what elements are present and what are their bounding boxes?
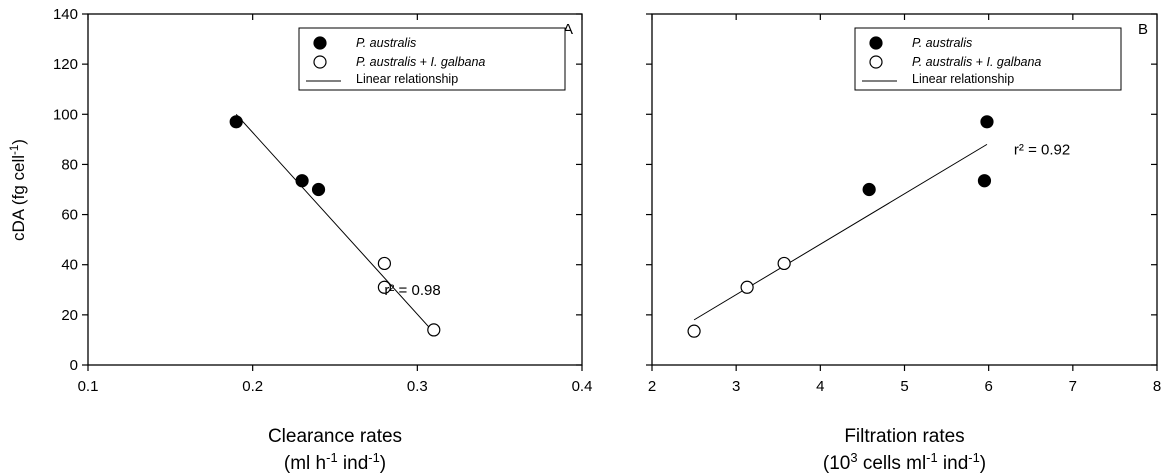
superscript: -1 (9, 145, 21, 155)
plot-frame (87, 13, 583, 366)
data-point-filled (295, 174, 309, 188)
data-point-open (377, 280, 391, 294)
superscript: -1 (926, 450, 937, 465)
legend-label-part: I. galbana (986, 55, 1041, 69)
label-part: cDA (fg cell (9, 155, 28, 241)
data-point-filled (311, 182, 326, 197)
y-tick-label: 80 (61, 156, 78, 173)
x-axis-units: (103 cells ml-1 ind-1) (823, 450, 986, 474)
superscript: -1 (368, 450, 379, 465)
y-tick-label: 60 (61, 207, 78, 224)
label-part: ) (980, 453, 986, 474)
x-tick-label: 0.4 (572, 378, 593, 395)
x-tick-label: 3 (732, 378, 740, 395)
label-part: ) (9, 139, 28, 145)
legend-label-part: + (972, 55, 986, 69)
legend-marker-filled (869, 36, 883, 50)
x-tick-label: 2 (648, 378, 656, 395)
legend-label: Linear relationship (356, 72, 458, 86)
legend-label-part: + (416, 55, 430, 69)
legend-label-part: P. australis (912, 55, 972, 69)
label-part: ind (338, 453, 369, 474)
label-part: ind (938, 453, 969, 474)
data-point-filled (977, 174, 992, 188)
legend-label-part: P. australis (356, 55, 416, 69)
y-tick-label: 120 (53, 56, 78, 73)
data-point-open (777, 256, 791, 271)
legend-label: Linear relationship (912, 72, 1014, 86)
y-tick-label: 140 (53, 6, 78, 23)
panel-letter: B (1138, 21, 1148, 38)
x-tick-label: 8 (1153, 378, 1161, 395)
data-point-open (740, 280, 754, 294)
x-axis-title: Filtration rates (844, 426, 964, 447)
data-point-open (377, 256, 391, 271)
y-tick-label: 40 (61, 257, 78, 274)
y-axis-title: cDA (fg cell-1) (9, 139, 28, 241)
y-tick-label: 20 (61, 307, 78, 324)
y-axis-title-text: cDA (fg cell-1) (9, 139, 28, 241)
data-point-filled (980, 115, 994, 129)
x-tick-label: 6 (984, 378, 992, 395)
x-tick-label: 0.1 (78, 378, 99, 395)
x-axis-title: Clearance rates (268, 426, 402, 447)
r-squared-label: r² = 0.92 (1014, 141, 1070, 158)
panel-a: 0.1 0.2 0.3 0.4 0 20 40 60 80 100 120 140 r² = 0.98 A… (53, 6, 592, 474)
data-point-filled (229, 115, 243, 129)
label-part: ) (380, 453, 386, 474)
y-tick-label: 100 (53, 106, 78, 123)
label-part: (ml h (284, 453, 326, 474)
x-tick-label: 0.3 (407, 378, 428, 395)
fit-line (693, 143, 988, 321)
legend-label: P. australis + I. galbana (356, 55, 485, 69)
superscript: 3 (850, 450, 857, 465)
legend-label: P. australis (356, 36, 416, 50)
legend-box (298, 27, 566, 91)
label-part: (10 (823, 453, 850, 474)
data-point-open (427, 323, 441, 337)
label-part: cells ml (858, 453, 927, 474)
x-tick-label: 7 (1069, 378, 1077, 395)
legend-marker-open (313, 55, 327, 69)
superscript: -1 (968, 450, 979, 465)
x-tick-label: 5 (900, 378, 908, 395)
legend-marker-filled (313, 36, 327, 50)
data-point-filled (862, 182, 876, 197)
fit-line (235, 113, 435, 333)
legend-label: P. australis (912, 36, 972, 50)
x-tick-label: 4 (816, 378, 824, 395)
x-axis-units: (ml h-1 ind-1) (284, 450, 386, 474)
x-tick-label: 0.2 (242, 378, 263, 395)
panel-letter: A (563, 21, 573, 38)
data-point-open (687, 324, 701, 338)
legend-label-part: I. galbana (430, 55, 485, 69)
legend-marker-open (869, 55, 883, 69)
superscript: -1 (326, 450, 337, 465)
legend-label: P. australis + I. galbana (912, 55, 1041, 69)
r-squared-label: r² = 0.98 (384, 282, 440, 299)
legend-box (854, 27, 1122, 91)
y-tick-label: 0 (70, 357, 78, 374)
